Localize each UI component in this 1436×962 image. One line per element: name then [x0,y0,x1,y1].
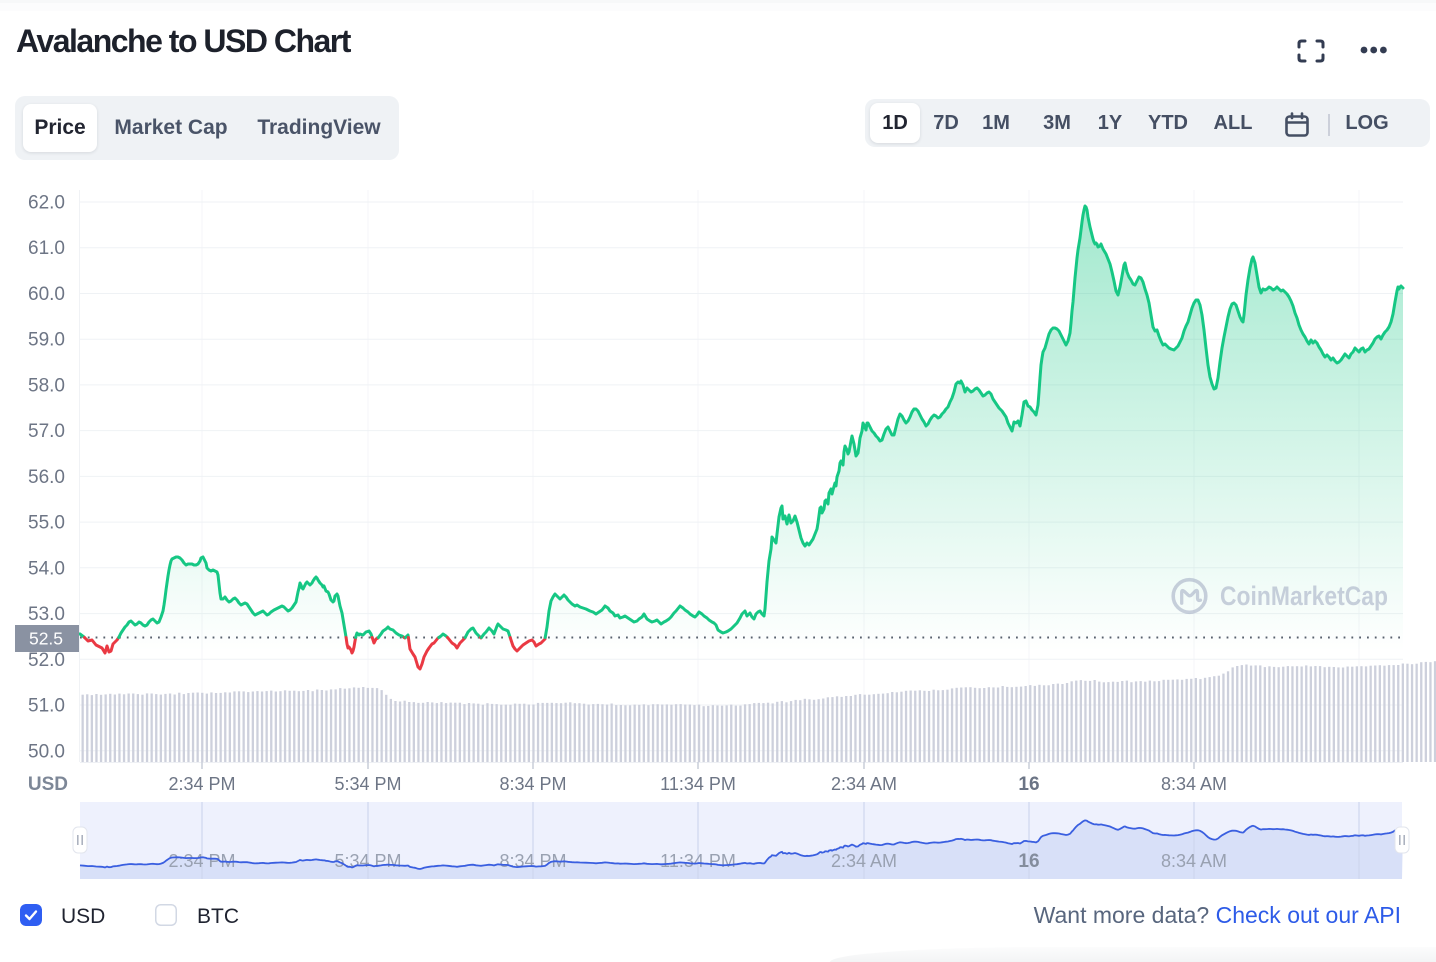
svg-text:11:34 PM: 11:34 PM [660,851,736,871]
svg-text:54.0: 54.0 [28,558,65,579]
svg-text:8:34 PM: 8:34 PM [499,774,566,794]
svg-text:60.0: 60.0 [28,284,65,305]
svg-text:61.0: 61.0 [28,238,65,259]
svg-text:2:34 AM: 2:34 AM [831,851,897,871]
svg-text:56.0: 56.0 [28,467,65,488]
svg-text:2:34 PM: 2:34 PM [168,774,235,794]
svg-text:55.0: 55.0 [28,513,65,534]
svg-text:8:34 AM: 8:34 AM [1161,774,1227,794]
svg-text:2:34 PM: 2:34 PM [168,851,235,871]
svg-text:57.0: 57.0 [28,421,65,442]
svg-text:CoinMarketCap: CoinMarketCap [1220,581,1388,611]
svg-text:16: 16 [1018,851,1039,872]
svg-text:5:34 PM: 5:34 PM [334,851,401,871]
svg-text:11:34 PM: 11:34 PM [660,774,736,794]
svg-text:8:34 PM: 8:34 PM [499,851,566,871]
svg-text:50.0: 50.0 [28,741,65,762]
svg-text:USD: USD [28,774,68,795]
svg-text:16: 16 [1018,774,1039,795]
svg-text:2:34 AM: 2:34 AM [831,774,897,794]
svg-text:52.5: 52.5 [29,629,63,649]
svg-text:59.0: 59.0 [28,330,65,351]
svg-text:51.0: 51.0 [28,696,65,717]
svg-text:58.0: 58.0 [28,375,65,396]
svg-text:8:34 AM: 8:34 AM [1161,851,1227,871]
svg-text:5:34 PM: 5:34 PM [334,774,401,794]
svg-text:62.0: 62.0 [28,193,65,214]
svg-text:53.0: 53.0 [28,604,65,625]
svg-text:52.0: 52.0 [28,650,65,671]
